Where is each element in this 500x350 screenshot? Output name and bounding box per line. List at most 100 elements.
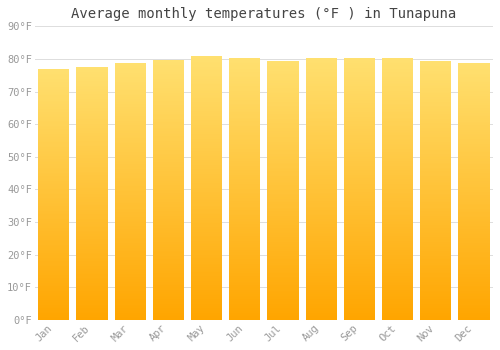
Bar <box>114 111 146 113</box>
Bar <box>76 140 108 141</box>
Bar <box>306 288 337 290</box>
Bar <box>382 172 413 173</box>
Bar <box>420 296 452 298</box>
Bar <box>268 121 298 123</box>
Bar <box>114 102 146 104</box>
Bar <box>229 147 260 149</box>
Bar <box>458 183 490 185</box>
Bar <box>458 301 490 303</box>
Bar <box>38 181 70 183</box>
Bar <box>229 105 260 107</box>
Bar <box>382 95 413 97</box>
Bar <box>152 298 184 299</box>
Bar <box>382 165 413 166</box>
Bar <box>382 292 413 294</box>
Bar <box>268 135 298 136</box>
Bar <box>382 250 413 252</box>
Bar <box>268 211 298 213</box>
Bar <box>114 173 146 174</box>
Bar <box>152 299 184 301</box>
Bar <box>458 99 490 101</box>
Bar <box>382 311 413 313</box>
Bar <box>268 123 298 125</box>
Bar <box>152 278 184 280</box>
Bar <box>38 288 70 290</box>
Bar <box>191 302 222 304</box>
Bar <box>114 148 146 150</box>
Bar <box>38 241 70 243</box>
Bar <box>458 306 490 308</box>
Bar <box>76 118 108 119</box>
Bar <box>76 160 108 161</box>
Bar <box>76 231 108 232</box>
Bar <box>458 178 490 180</box>
Bar <box>268 244 298 246</box>
Bar <box>382 163 413 165</box>
Bar <box>76 237 108 239</box>
Bar <box>76 241 108 243</box>
Bar <box>420 114 452 116</box>
Bar <box>268 159 298 161</box>
Bar <box>420 287 452 289</box>
Bar <box>152 205 184 207</box>
Bar <box>420 66 452 68</box>
Bar <box>229 76 260 77</box>
Bar <box>268 175 298 176</box>
Bar <box>76 225 108 227</box>
Bar <box>458 149 490 151</box>
Bar <box>420 135 452 136</box>
Bar <box>420 162 452 164</box>
Bar <box>152 167 184 169</box>
Bar <box>382 98 413 100</box>
Bar <box>229 114 260 116</box>
Bar <box>268 303 298 304</box>
Bar <box>420 285 452 287</box>
Bar <box>152 247 184 249</box>
Bar <box>382 81 413 83</box>
Bar <box>268 287 298 289</box>
Bar <box>306 151 337 153</box>
Bar <box>382 245 413 247</box>
Bar <box>344 292 375 294</box>
Bar <box>382 241 413 243</box>
Bar <box>76 151 108 153</box>
Bar <box>306 97 337 98</box>
Bar <box>229 241 260 243</box>
Bar <box>344 105 375 106</box>
Bar <box>268 233 298 235</box>
Bar <box>420 121 452 123</box>
Bar <box>76 315 108 317</box>
Bar <box>382 132 413 133</box>
Bar <box>114 176 146 178</box>
Bar <box>152 164 184 166</box>
Bar <box>268 164 298 166</box>
Bar <box>191 273 222 274</box>
Bar <box>382 114 413 116</box>
Bar <box>382 63 413 65</box>
Bar <box>306 172 337 173</box>
Bar <box>114 219 146 220</box>
Bar <box>458 105 490 106</box>
Bar <box>268 183 298 185</box>
Bar <box>38 254 70 256</box>
Bar <box>152 69 184 70</box>
Bar <box>229 233 260 234</box>
Bar <box>76 244 108 246</box>
Bar <box>382 126 413 128</box>
Bar <box>229 217 260 219</box>
Bar <box>420 64 452 66</box>
Bar <box>420 92 452 93</box>
Bar <box>191 144 222 146</box>
Bar <box>420 107 452 109</box>
Bar <box>191 60 222 62</box>
Bar <box>229 270 260 271</box>
Bar <box>191 255 222 257</box>
Bar <box>38 258 70 260</box>
Bar <box>76 170 108 172</box>
Bar <box>420 90 452 92</box>
Bar <box>458 187 490 188</box>
Bar <box>191 155 222 156</box>
Bar <box>382 79 413 81</box>
Bar <box>191 204 222 206</box>
Bar <box>420 158 452 159</box>
